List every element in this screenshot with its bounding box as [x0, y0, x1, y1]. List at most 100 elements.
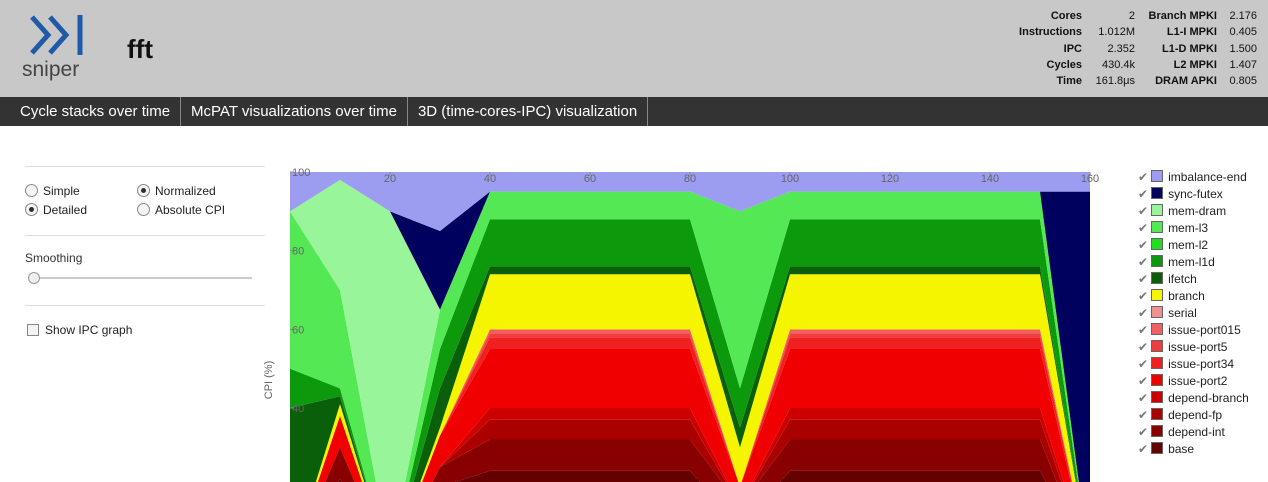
legend-item[interactable]: ✔ base	[1138, 442, 1194, 456]
tab[interactable]: McPAT visualizations over time	[181, 97, 408, 126]
stat-value: 2	[1128, 10, 1135, 22]
x-tick-label: 160	[1081, 173, 1099, 185]
stat-label: Cores	[1050, 10, 1082, 22]
legend-swatch	[1151, 238, 1164, 250]
x-tick-label: 40	[484, 173, 496, 185]
area-series	[325, 439, 1057, 482]
legend-label: branch	[1168, 289, 1205, 303]
legend-item[interactable]: ✔ issue-port015	[1138, 323, 1241, 337]
legend-swatch	[1151, 170, 1164, 182]
legend-label: issue-port34	[1168, 357, 1235, 371]
radio-option[interactable]: Normalized	[137, 184, 216, 198]
legend-label: imbalance-end	[1168, 170, 1247, 184]
legend-swatch	[1151, 272, 1164, 284]
y-axis-label: CPI (%)	[263, 361, 275, 400]
legend-check: ✔	[1138, 323, 1149, 337]
radio-option[interactable]: Simple	[25, 184, 80, 198]
legend-swatch	[1151, 306, 1164, 318]
legend-swatch	[1151, 323, 1164, 335]
area-series	[290, 219, 1078, 482]
area-series	[290, 191, 1079, 482]
ipc-checkbox[interactable]: Show IPC graph	[27, 323, 132, 337]
legend-swatch	[1151, 340, 1164, 352]
logo-icon	[30, 15, 83, 55]
stat-label: Instructions	[1019, 26, 1082, 39]
legend-check: ✔	[1138, 442, 1149, 456]
slider-track	[30, 277, 252, 279]
legend-label: depend-fp	[1168, 408, 1223, 422]
x-tick-label: 120	[881, 173, 899, 185]
y-tick-label: 40	[292, 403, 304, 415]
stat-value: 161.8μs	[1095, 75, 1135, 88]
tab[interactable]: 3D (time-cores-IPC) visualization	[408, 97, 649, 126]
x-tick-label: 100	[781, 173, 799, 185]
legend-check: ✔	[1138, 204, 1149, 218]
legend-swatch	[1151, 374, 1164, 386]
legend-label: mem-l3	[1168, 221, 1209, 235]
radio-button	[137, 203, 150, 216]
legend-item[interactable]: ✔ mem-dram	[1138, 204, 1226, 218]
x-tick-label: 20	[384, 173, 396, 185]
area-series	[315, 274, 1076, 482]
legend-swatch	[1151, 221, 1164, 233]
legend-item[interactable]: ✔ issue-port2	[1138, 374, 1227, 388]
legend-swatch	[1151, 187, 1164, 199]
legend-check: ✔	[1138, 408, 1149, 422]
legend-check: ✔	[1138, 357, 1149, 371]
legend-item[interactable]: ✔ mem-l1d	[1138, 255, 1215, 269]
area-series	[290, 266, 1077, 482]
area-series	[325, 408, 1064, 482]
legend-check: ✔	[1138, 170, 1149, 184]
tab[interactable]: Cycle stacks over time	[0, 97, 182, 126]
stat-label: Branch MPKI	[1148, 10, 1217, 22]
legend-item[interactable]: ✔ depend-branch	[1138, 391, 1249, 405]
radio-option[interactable]: Detailed	[25, 203, 87, 217]
logo-text: sniper	[22, 58, 80, 81]
stat-label: DRAM APKI	[1155, 75, 1217, 88]
legend-swatch	[1151, 391, 1164, 403]
legend-swatch	[1151, 408, 1164, 420]
legend-item[interactable]: ✔ serial	[1138, 306, 1197, 320]
radio-label: Detailed	[43, 203, 88, 217]
legend-check: ✔	[1138, 425, 1149, 439]
legend-item[interactable]: ✔ sync-futex	[1138, 187, 1223, 201]
stat-value: 0.405	[1229, 26, 1257, 39]
radio-label: Normalized	[155, 184, 216, 198]
legend-item[interactable]: ✔ depend-fp	[1138, 408, 1222, 422]
legend-check: ✔	[1138, 289, 1149, 303]
legend-item[interactable]: ✔ mem-l2	[1138, 238, 1208, 252]
separator	[25, 235, 265, 236]
legend-check: ✔	[1138, 255, 1149, 269]
y-tick-label: 80	[292, 246, 304, 258]
legend-label: depend-branch	[1168, 391, 1249, 405]
area-series	[317, 349, 1071, 482]
radio-label: Absolute CPI	[155, 203, 226, 217]
legend-item[interactable]: ✔ ifetch	[1138, 272, 1197, 286]
separator	[25, 305, 265, 306]
stat-label: L1-D MPKI	[1162, 42, 1217, 55]
radio-option[interactable]: Absolute CPI	[137, 203, 225, 217]
stat-value: 2.176	[1229, 10, 1257, 22]
legend-item[interactable]: ✔ mem-l3	[1138, 221, 1208, 235]
legend-item[interactable]: ✔ issue-port34	[1138, 357, 1234, 371]
legend-swatch	[1151, 255, 1164, 267]
area-series	[290, 172, 1090, 231]
stat-value: 0.805	[1229, 75, 1257, 88]
legend-label: serial	[1168, 306, 1197, 320]
stat-value: 1.012M	[1098, 26, 1135, 39]
legend-check: ✔	[1138, 306, 1149, 320]
stat-label: Time	[1056, 75, 1082, 88]
stat-value: 2.352	[1107, 42, 1135, 55]
slider-handle[interactable]	[28, 272, 40, 284]
legend-check: ✔	[1138, 272, 1149, 286]
y-tick-label: 60	[292, 324, 304, 336]
legend-item[interactable]: ✔ issue-port5	[1138, 340, 1227, 354]
legend-swatch	[1151, 425, 1164, 437]
legend-item[interactable]: ✔ imbalance-end	[1138, 170, 1247, 184]
legend-item[interactable]: ✔ branch	[1138, 289, 1205, 303]
legend-label: sync-futex	[1168, 187, 1223, 201]
separator	[25, 166, 265, 167]
stat-label: IPC	[1063, 42, 1082, 55]
legend-item[interactable]: ✔ depend-int	[1138, 425, 1225, 439]
